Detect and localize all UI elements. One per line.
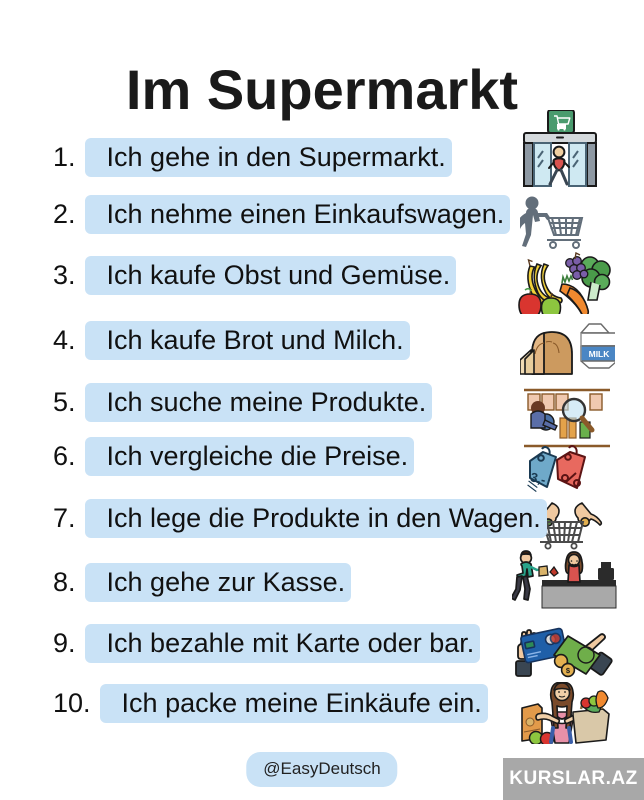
svg-text:MILK: MILK xyxy=(589,349,611,359)
